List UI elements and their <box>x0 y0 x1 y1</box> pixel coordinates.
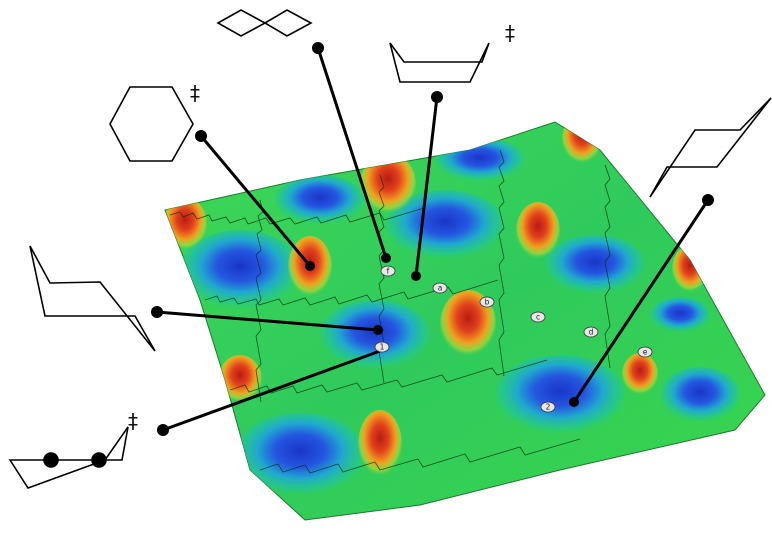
site-label-b: b <box>485 298 490 307</box>
atom-dot-left <box>43 452 59 468</box>
leader-line-flattened-chair <box>162 349 381 432</box>
site-label-f: f <box>387 267 390 276</box>
anchor-dot-chair-right <box>702 194 714 206</box>
site-label-e: e <box>643 348 648 357</box>
planar-hexagon-structure <box>109 86 194 162</box>
anchor-dot-planar-hexagon <box>195 130 207 142</box>
surface-point-chair-left <box>373 325 383 335</box>
leader-line-chair-left <box>156 310 379 332</box>
site-marker-minimum-1: 1 <box>374 341 390 353</box>
transition-state-mark-half-chair: ‡ <box>505 21 515 45</box>
site-label-c: c <box>536 313 540 322</box>
leader-line-chair-right <box>572 199 710 403</box>
leader-line-half-chair <box>414 96 439 277</box>
site-marker-f: f <box>380 265 396 277</box>
potential-energy-surface <box>164 121 766 521</box>
surface-point-twist-boat <box>381 253 391 263</box>
half-chair-structure <box>389 42 490 83</box>
flattened-chair-structure <box>8 426 129 489</box>
site-label-a: a <box>438 284 443 293</box>
site-label-d: d <box>589 328 594 337</box>
leader-line-twist-boat <box>316 47 388 259</box>
surface-point-planar-hexagon <box>305 261 315 271</box>
surface-point-chair-right <box>569 397 579 407</box>
surface-point-half-chair <box>411 271 421 281</box>
site-label-minimum-1: 1 <box>380 343 385 352</box>
site-marker-c: c <box>530 311 546 323</box>
transition-state-mark-planar-hexagon: ‡ <box>190 81 200 105</box>
leader-lines <box>156 47 710 432</box>
chair-right-structure <box>649 97 772 198</box>
surface-site-markers: f a b c d e 1 2 <box>374 265 653 413</box>
transition-state-mark-flattened-chair: ‡ <box>128 409 138 433</box>
anchor-dot-twist-boat <box>312 42 324 54</box>
site-marker-b: b <box>479 296 495 308</box>
leader-line-planar-hexagon <box>199 135 312 267</box>
site-marker-a: a <box>432 282 448 294</box>
site-marker-d: d <box>583 326 599 338</box>
site-marker-minimum-2: 2 <box>540 401 556 413</box>
chair-left-structure <box>29 245 156 352</box>
anchor-dot-chair-left <box>151 306 163 318</box>
anchor-dot-half-chair <box>431 91 443 103</box>
anchor-dot-flattened-chair <box>157 424 169 436</box>
twist-boat-structure <box>216 9 313 37</box>
site-marker-e: e <box>637 346 653 358</box>
atom-dot-right <box>91 452 107 468</box>
site-label-minimum-2: 2 <box>546 403 551 412</box>
